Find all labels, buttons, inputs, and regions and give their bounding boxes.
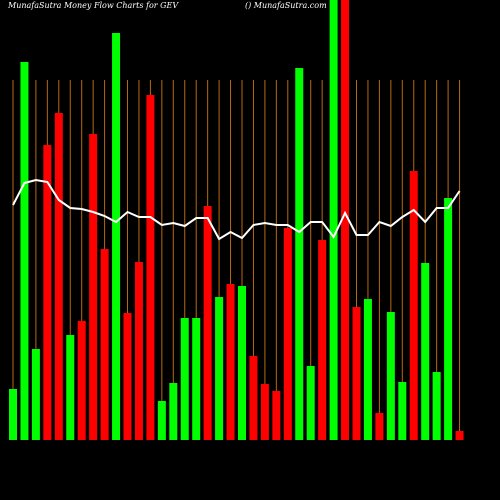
bar [341,0,350,440]
bar [432,372,441,440]
bar [363,299,372,440]
bar [238,286,246,440]
bar [77,321,86,440]
bar [134,262,143,440]
bar [329,0,338,440]
bar [318,240,327,440]
bar [260,384,269,440]
bar [66,335,75,440]
bar [283,228,292,440]
bar [112,33,121,440]
bar [249,356,258,440]
bar [20,62,29,440]
bar [352,307,361,440]
bar [31,349,40,440]
bar [100,249,109,440]
bar [295,68,304,440]
bar [444,198,453,440]
bar [421,263,430,440]
bar [398,382,407,440]
bar [89,134,98,440]
bar [146,95,155,440]
bar [203,206,212,440]
bar [215,297,224,440]
bar [43,145,52,440]
chart-title: MunafaSutra Money Flow Charts for GEV [7,1,179,10]
bar [54,113,63,440]
bar [180,318,189,440]
bar [157,401,166,440]
bar [306,366,315,440]
bar [123,313,132,440]
bar [375,413,384,440]
bar [9,389,17,440]
bar [226,284,235,440]
bar [409,171,418,440]
chart-subtitle: () MunafaSutra.com [245,1,327,10]
bar [455,431,464,440]
bar [272,391,281,440]
bar [386,312,395,440]
bar [192,318,201,440]
money-flow-line [12,178,461,241]
bar [169,383,178,440]
